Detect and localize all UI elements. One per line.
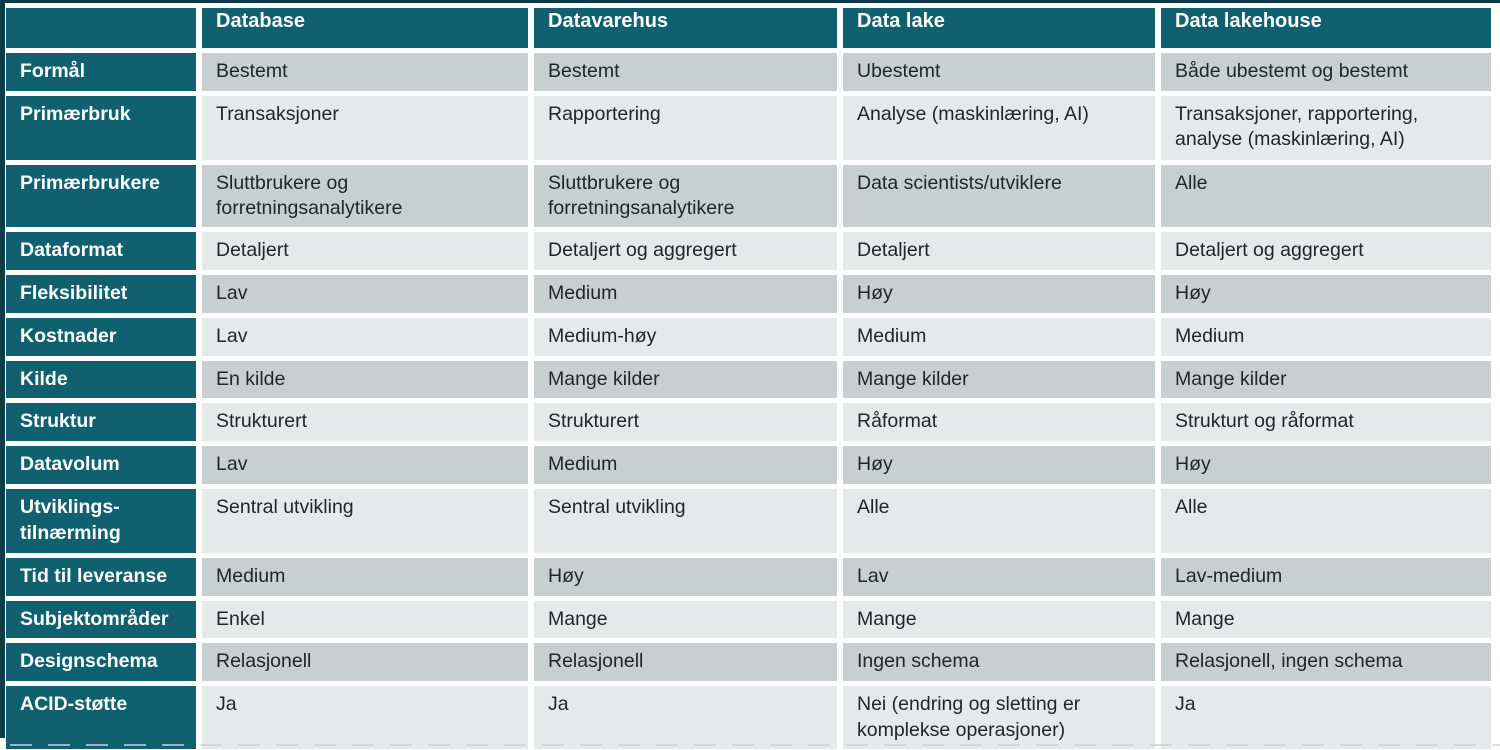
column-header-datavarehus: Datavarehus xyxy=(534,8,837,48)
row-header: Primærbrukere xyxy=(6,164,196,228)
table-cell: Høy xyxy=(1161,275,1491,313)
table-row: Datavolum Lav Medium Høy Høy xyxy=(6,446,1491,484)
table-row: Tid til leveranse Medium Høy Lav Lav-med… xyxy=(6,557,1491,596)
row-header: Datavolum xyxy=(6,446,196,484)
table-cell: Sentral utvikling xyxy=(534,488,837,553)
table-cell: Alle xyxy=(843,488,1155,553)
table-row: Designschema Relasjonell Relasjonell Ing… xyxy=(6,643,1491,682)
table-cell: Bestemt xyxy=(534,53,837,91)
table-cell: Lav xyxy=(843,557,1155,596)
table-cell: Detaljert xyxy=(202,232,528,271)
table-cell: En kilde xyxy=(202,360,528,399)
table-cell: Mange xyxy=(534,600,837,639)
table-cell: Relasjonell, ingen schema xyxy=(1161,643,1491,682)
table-cell: Ubestemt xyxy=(843,53,1155,91)
table-cell: Analyse (maskinlæring, AI) xyxy=(843,95,1155,160)
table-cell: Detaljert xyxy=(843,232,1155,271)
table-cell: Mange xyxy=(1161,600,1491,639)
table-cell: Relasjonell xyxy=(534,643,837,682)
table-cell: Detaljert og aggregert xyxy=(534,232,837,271)
table-cell: Lav xyxy=(202,275,528,313)
row-header: Kilde xyxy=(6,360,196,399)
table-cell: Rapportering xyxy=(534,95,837,160)
table-row: Utviklings-tilnærming Sentral utvikling … xyxy=(6,488,1491,553)
row-header: Dataformat xyxy=(6,232,196,271)
table-cell: Medium xyxy=(1161,317,1491,356)
row-header: Struktur xyxy=(6,403,196,442)
row-header: Designschema xyxy=(6,643,196,682)
table-cell: Medium xyxy=(534,275,837,313)
column-header-data-lake: Data lake xyxy=(843,8,1155,48)
table-cell: Høy xyxy=(843,446,1155,484)
row-header: Subjektområder xyxy=(6,600,196,639)
table-cell: Høy xyxy=(843,275,1155,313)
table-row: Formål Bestemt Bestemt Ubestemt Både ube… xyxy=(6,53,1491,91)
table-cell: Enkel xyxy=(202,600,528,639)
table-cell: Mange kilder xyxy=(534,360,837,399)
row-header: ACID-støtte xyxy=(6,686,196,750)
table-row: Kostnader Lav Medium-høy Medium Medium xyxy=(6,317,1491,356)
column-header-row: Database Datavarehus Data lake Data lake… xyxy=(6,8,1491,48)
table-row: Struktur Strukturert Strukturert Råforma… xyxy=(6,403,1491,442)
row-header: Fleksibilitet xyxy=(6,275,196,313)
table-cell: Transaksjoner, rapportering, analyse (ma… xyxy=(1161,95,1491,160)
table-cell: Sluttbrukere og forretningsanalytikere xyxy=(534,164,837,228)
row-header: Kostnader xyxy=(6,317,196,356)
table-cell: Medium xyxy=(534,446,837,484)
table-cell: Råformat xyxy=(843,403,1155,442)
table-cell: Bestemt xyxy=(202,53,528,91)
table-cell: Sluttbrukere og forretningsanalytikere xyxy=(202,164,528,228)
comparison-table: Database Datavarehus Data lake Data lake… xyxy=(0,3,1497,750)
corner-header-cell xyxy=(6,8,196,48)
table-cell: Strukturert xyxy=(202,403,528,442)
table-cell: Ja xyxy=(534,686,837,750)
table-cell: Nei (endring og sletting er komplekse op… xyxy=(843,686,1155,750)
table-cell: Ja xyxy=(202,686,528,750)
table-cell: Medium xyxy=(843,317,1155,356)
table-cell: Lav xyxy=(202,446,528,484)
table-cell: Både ubestemt og bestemt xyxy=(1161,53,1491,91)
row-header: Formål xyxy=(6,53,196,91)
table-cell: Ja xyxy=(1161,686,1491,750)
table-cell: Strukturert xyxy=(534,403,837,442)
table-row: Primærbrukere Sluttbrukere og forretning… xyxy=(6,164,1491,228)
table-cell: Høy xyxy=(534,557,837,596)
table-cell: Alle xyxy=(1161,488,1491,553)
bottom-dashed-line xyxy=(10,744,1500,746)
table-cell: Sentral utvikling xyxy=(202,488,528,553)
table-cell: Data scientists/utviklere xyxy=(843,164,1155,228)
table-cell: Detaljert og aggregert xyxy=(1161,232,1491,271)
table-row: Fleksibilitet Lav Medium Høy Høy xyxy=(6,275,1491,313)
table-cell: Medium-høy xyxy=(534,317,837,356)
table-cell: Høy xyxy=(1161,446,1491,484)
table-cell: Lav xyxy=(202,317,528,356)
column-header-database: Database xyxy=(202,8,528,48)
top-border-line xyxy=(0,0,1500,3)
table-row: Kilde En kilde Mange kilder Mange kilder… xyxy=(6,360,1491,399)
table-cell: Relasjonell xyxy=(202,643,528,682)
table-cell: Mange kilder xyxy=(843,360,1155,399)
row-header: Utviklings-tilnærming xyxy=(6,488,196,553)
column-header-data-lakehouse: Data lakehouse xyxy=(1161,8,1491,48)
row-header: Tid til leveranse xyxy=(6,557,196,596)
table-cell: Mange kilder xyxy=(1161,360,1491,399)
row-header: Primærbruk xyxy=(6,95,196,160)
table-cell: Transaksjoner xyxy=(202,95,528,160)
table-cell: Ingen schema xyxy=(843,643,1155,682)
table-row: Subjektområder Enkel Mange Mange Mange xyxy=(6,600,1491,639)
table-cell: Alle xyxy=(1161,164,1491,228)
table-row: Primærbruk Transaksjoner Rapportering An… xyxy=(6,95,1491,160)
table-cell: Strukturt og råformat xyxy=(1161,403,1491,442)
left-border-line xyxy=(0,0,5,738)
table-cell: Mange xyxy=(843,600,1155,639)
table-cell: Medium xyxy=(202,557,528,596)
table-row: ACID-støtte Ja Ja Nei (endring og sletti… xyxy=(6,686,1491,750)
table-cell: Lav-medium xyxy=(1161,557,1491,596)
table-row: Dataformat Detaljert Detaljert og aggreg… xyxy=(6,232,1491,271)
